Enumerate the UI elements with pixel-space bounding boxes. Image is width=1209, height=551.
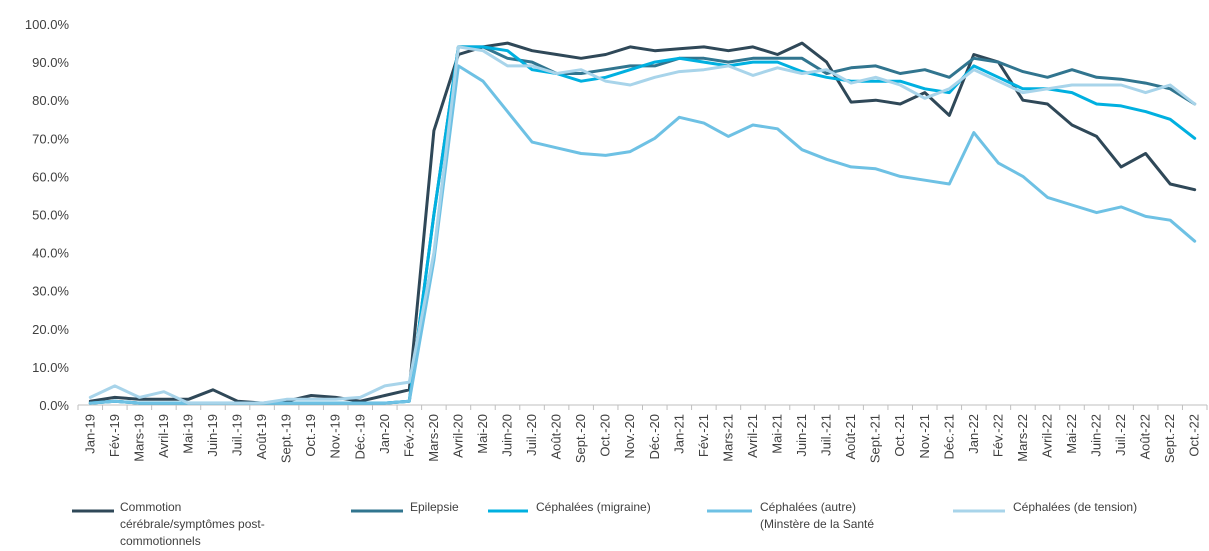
x-tick-label: Avril-19 <box>156 414 171 458</box>
y-tick-label: 30.0% <box>32 284 69 299</box>
y-tick-label: 80.0% <box>32 93 69 108</box>
x-tick-label: Mars-21 <box>720 414 735 462</box>
legend-label: Commotion <box>120 500 181 514</box>
x-tick-label: Nov.-19 <box>328 414 343 459</box>
y-tick-label: 20.0% <box>32 322 69 337</box>
y-tick-label: 90.0% <box>32 55 69 70</box>
series-line-4 <box>88 64 1197 405</box>
x-tick-label: Jan-19 <box>82 414 97 454</box>
series-lines <box>88 41 1197 405</box>
x-tick-label: Déc.-20 <box>647 414 662 460</box>
y-tick-label: 10.0% <box>32 360 69 375</box>
x-tick-label: Mars-20 <box>426 414 441 462</box>
y-tick-label: 70.0% <box>32 131 69 146</box>
y-tick-label: 60.0% <box>32 169 69 184</box>
x-tick-label: Oct.-21 <box>892 414 907 457</box>
x-tick-label: Juin-22 <box>1089 414 1104 457</box>
x-tick-label: Sept.-20 <box>573 414 588 463</box>
x-tick-label: Juin-19 <box>205 414 220 457</box>
x-tick-label: Déc.-21 <box>941 414 956 460</box>
x-tick-label: Oct.-19 <box>303 414 318 457</box>
series-line-1 <box>88 41 1197 405</box>
x-tick-label: Sept.-22 <box>1162 414 1177 463</box>
x-tick-label: Mai-20 <box>475 414 490 454</box>
legend-label: Céphalées (de tension) <box>1013 500 1137 514</box>
x-tick-label: Fév.-21 <box>696 414 711 457</box>
x-tick-label: Mars-19 <box>131 414 146 462</box>
x-tick-label: Mai-21 <box>769 414 784 454</box>
x-tick-label: Fév.-22 <box>990 414 1005 457</box>
legend-label: (Minstère de la Santé <box>760 517 874 531</box>
legend-label: cérébrale/symptômes post- <box>120 517 265 531</box>
legend-label: commotionnels <box>120 534 201 548</box>
x-tick-label: Oct.-20 <box>598 414 613 457</box>
x-tick-label: Juin-21 <box>794 414 809 457</box>
x-tick-label: Août-20 <box>549 414 564 460</box>
y-tick-label: 40.0% <box>32 246 69 261</box>
series-line-5 <box>88 45 1197 405</box>
x-tick-label: Jan-21 <box>671 414 686 454</box>
x-tick-label: Fév.-19 <box>107 414 122 457</box>
y-tick-label: 0.0% <box>39 398 69 413</box>
y-tick-label: 50.0% <box>32 208 69 223</box>
x-tick-label: Sept.-19 <box>279 414 294 463</box>
x-tick-label: Juil.-20 <box>524 414 539 456</box>
legend-label: Céphalées (migraine) <box>536 500 651 514</box>
x-tick-label: Jan-22 <box>966 414 981 454</box>
x-axis: Jan-19 Fév.-19 Mars-19 Avril-19 Mai-19 Juin-1… <box>77 404 1208 463</box>
legend: Commotion cérébrale/symptômes post-commot… <box>72 500 1137 548</box>
x-tick-label: Déc.-19 <box>352 414 367 460</box>
x-tick-label: Mars-22 <box>1015 414 1030 462</box>
x-tick-label: Juil.-21 <box>819 414 834 456</box>
y-tick-label: 100.0% <box>25 17 70 32</box>
x-tick-label: Juin-20 <box>500 414 515 457</box>
x-tick-label: Août-22 <box>1138 414 1153 460</box>
x-tick-label: Juil.-22 <box>1113 414 1128 456</box>
x-tick-label: Jan-20 <box>377 414 392 454</box>
x-tick-label: Oct.-22 <box>1187 414 1202 457</box>
x-tick-label: Avril-20 <box>450 414 465 458</box>
x-tick-label: Sept.-21 <box>868 414 883 463</box>
legend-label: Céphalées (autre) <box>760 500 856 514</box>
x-tick-label: Avril-22 <box>1039 414 1054 458</box>
x-tick-label: Août-21 <box>843 414 858 460</box>
x-tick-label: Mai-19 <box>180 414 195 454</box>
x-tick-label: Août-19 <box>254 414 269 460</box>
legend-label: Epilepsie <box>410 500 459 514</box>
x-tick-label: Avril-21 <box>745 414 760 458</box>
x-tick-label: Nov.-21 <box>917 414 932 459</box>
x-tick-label: Nov.-20 <box>622 414 637 459</box>
x-tick-label: Juil.-19 <box>230 414 245 456</box>
x-tick-label: Mai-22 <box>1064 414 1079 454</box>
x-tick-label: Fév.-20 <box>401 414 416 457</box>
y-axis: 0.0% 10.0% 20.0% 30.0% 40.0% 50.0% 60.0% 70.0% 8… <box>25 17 70 413</box>
